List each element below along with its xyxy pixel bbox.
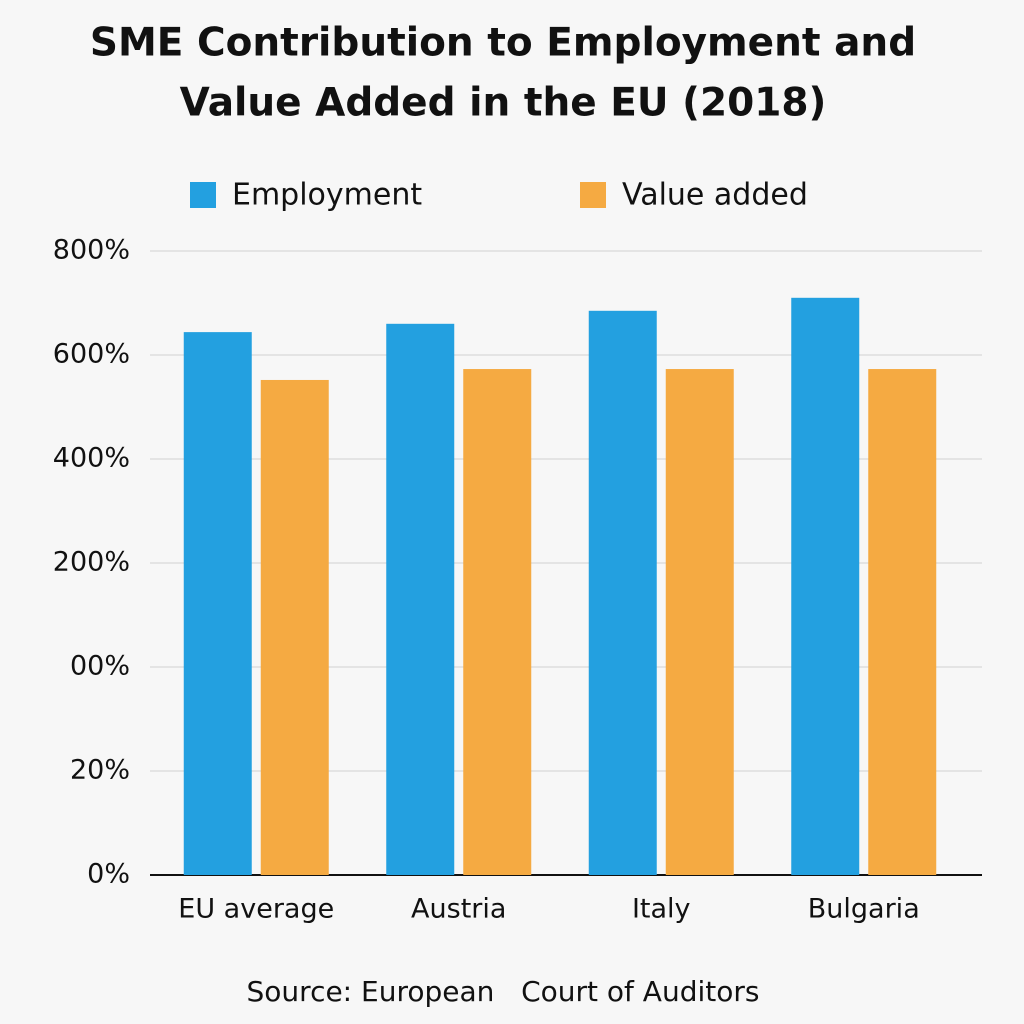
bar <box>665 369 734 875</box>
legend-label: Employment <box>232 178 422 213</box>
bar <box>260 379 329 875</box>
bar <box>386 323 455 875</box>
bar <box>791 297 860 875</box>
x-tick-label: Italy <box>632 894 691 925</box>
chart-title: Value Added in the EU (2018) <box>180 81 827 126</box>
y-tick-label: 600% <box>53 339 130 370</box>
bar <box>868 369 937 875</box>
x-tick-label: EU average <box>178 894 334 925</box>
legend-swatch <box>580 182 606 208</box>
bar <box>463 369 532 875</box>
legend-label: Value added <box>622 178 808 213</box>
legend-swatch <box>190 182 216 208</box>
bar <box>183 332 252 875</box>
y-tick-label: 200% <box>53 547 130 578</box>
y-tick-label: 0% <box>87 859 130 890</box>
x-tick-label: Austria <box>411 894 506 925</box>
y-tick-label: 400% <box>53 443 130 474</box>
x-tick-label: Bulgaria <box>808 894 920 925</box>
chart-title: SME Contribution to Employment and <box>90 21 916 66</box>
y-tick-label: 20% <box>70 755 130 786</box>
y-tick-label: 00% <box>70 651 130 682</box>
bar <box>588 310 657 875</box>
source-note: Source: European Court of Auditors <box>247 975 760 1008</box>
y-tick-label: 800% <box>53 235 130 266</box>
